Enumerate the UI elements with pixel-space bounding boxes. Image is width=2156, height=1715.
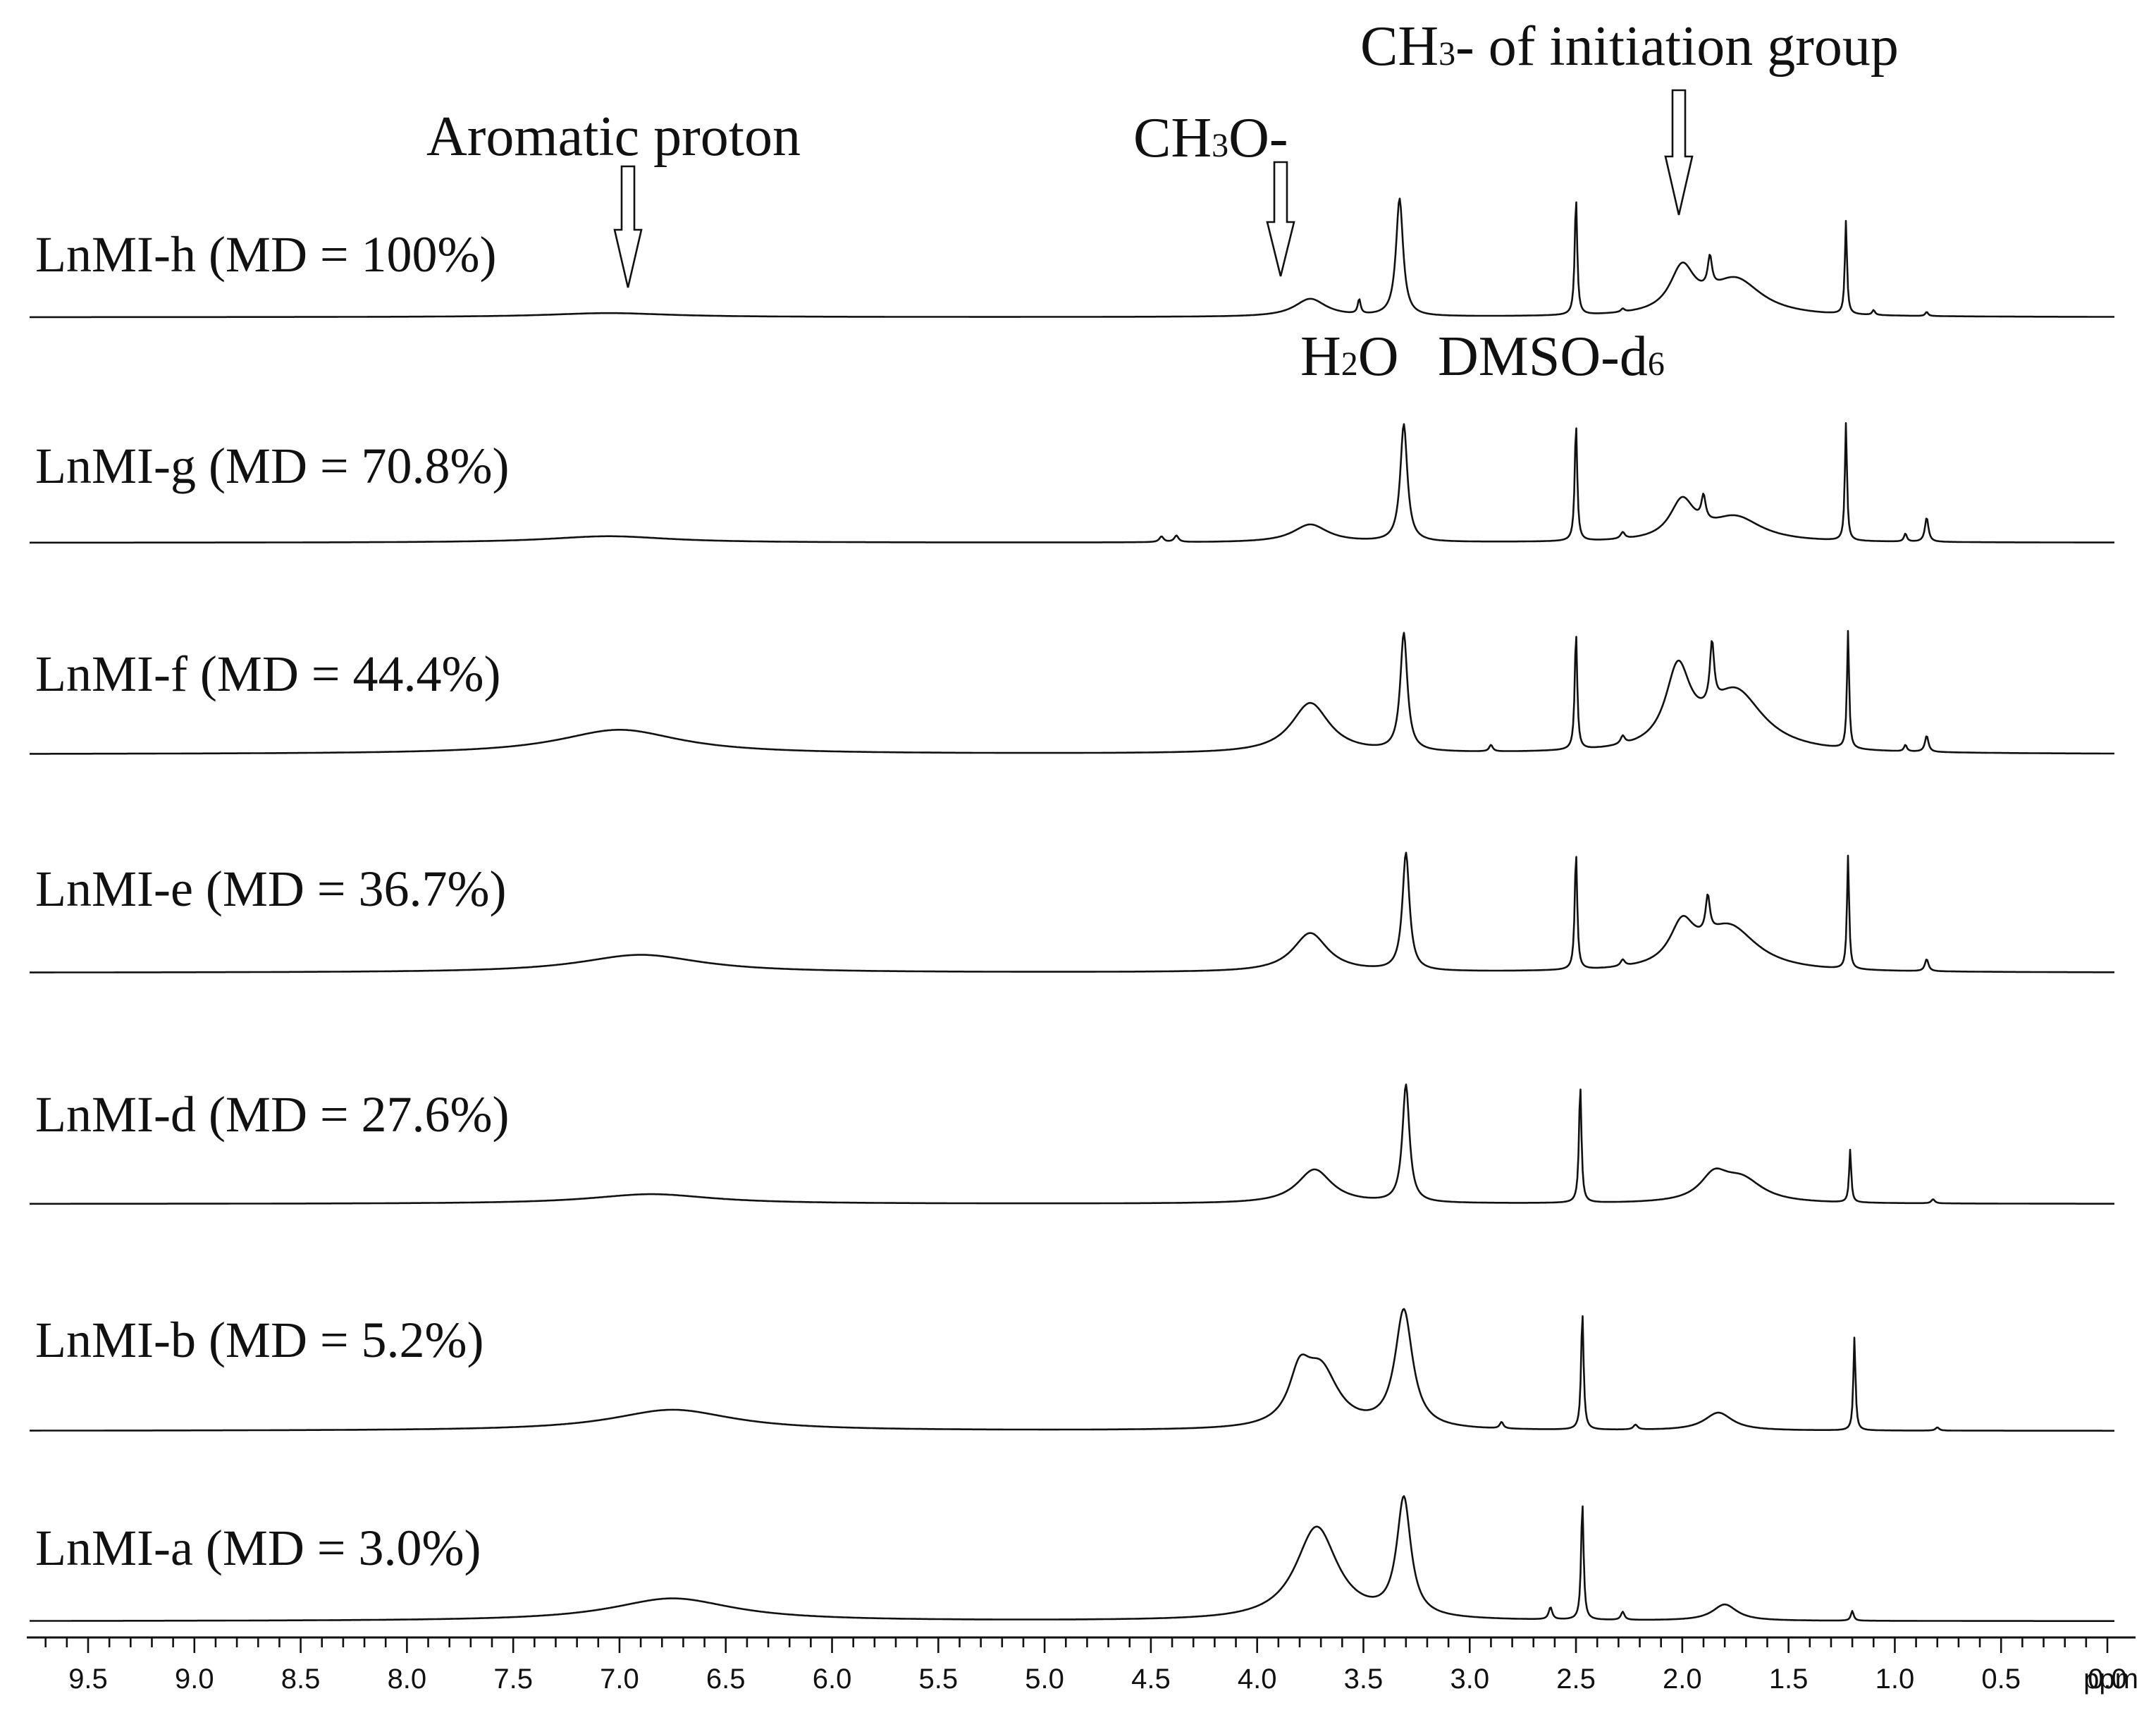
arrow-down-icon-aromatic xyxy=(613,165,643,288)
x-tick-label: 4.0 xyxy=(1238,1664,1277,1695)
x-axis-major-ticks xyxy=(87,1637,2109,1653)
series-label-lnmi-f: LnMI-f (MD = 44.4%) xyxy=(35,646,500,702)
x-tick-label: 3.0 xyxy=(1450,1664,1489,1695)
spectrum-trace-lnmi-a xyxy=(30,1495,2114,1622)
arrow-down-icon-methoxy xyxy=(1266,161,1295,277)
series-label-lnmi-d: LnMI-d (MD = 27.6%) xyxy=(35,1086,510,1143)
series-label-lnmi-e: LnMI-e (MD = 36.7%) xyxy=(35,861,506,917)
x-tick-label: 7.0 xyxy=(600,1664,639,1695)
x-tick-label: 9.5 xyxy=(68,1664,108,1695)
spectrum-trace-lnmi-e xyxy=(30,852,2114,973)
series-label-lnmi-g: LnMI-g (MD = 70.8%) xyxy=(35,438,510,494)
series-label-lnmi-b: LnMI-b (MD = 5.2%) xyxy=(35,1312,484,1368)
spectrum-trace-lnmi-d xyxy=(30,1083,2114,1205)
x-tick-label: 6.5 xyxy=(706,1664,746,1695)
x-axis-unit-label: ppm xyxy=(2083,1664,2138,1695)
x-tick-label: 0.0 xyxy=(2088,1664,2127,1695)
x-tick-label: 6.0 xyxy=(813,1664,852,1695)
series-labels: LnMI-h (MD = 100%) LnMI-g (MD = 70.8%) L… xyxy=(35,226,510,1576)
x-tick-label: 8.0 xyxy=(388,1664,427,1695)
x-tick-label: 1.5 xyxy=(1769,1664,1809,1695)
x-tick-label: 5.0 xyxy=(1025,1664,1064,1695)
x-axis-tick-labels: 9.5 9.0 8.5 8.0 7.5 7.0 6.5 6.0 5.5 5.0 … xyxy=(68,1664,2127,1695)
spectrum-trace-lnmi-b xyxy=(30,1308,2114,1432)
x-tick-label: 5.5 xyxy=(919,1664,959,1695)
annotation-methoxy: CH3O- xyxy=(1133,107,1288,169)
arrow-down-icon-initiation xyxy=(1664,89,1694,216)
spectrum-trace-lnmi-g xyxy=(30,422,2114,544)
x-axis: 9.5 9.0 8.5 8.0 7.5 7.0 6.5 6.0 5.5 5.0 … xyxy=(27,1636,2138,1695)
x-tick-label: 4.5 xyxy=(1131,1664,1171,1695)
x-tick-label: 1.0 xyxy=(1875,1664,1915,1695)
peak-annotations: Aromatic proton CH3O- CH3- of initiation… xyxy=(426,16,1899,388)
x-tick-label: 3.5 xyxy=(1344,1664,1384,1695)
series-label-lnmi-h: LnMI-h (MD = 100%) xyxy=(35,226,497,283)
x-tick-label: 7.5 xyxy=(493,1664,533,1695)
annotation-initiation-group: CH3- of initiation group xyxy=(1360,16,1899,78)
x-tick-label: 2.0 xyxy=(1663,1664,1702,1695)
x-tick-label: 2.5 xyxy=(1556,1664,1596,1695)
spectrum-trace-lnmi-h xyxy=(30,197,2114,319)
annotation-dmso: DMSO-d6 xyxy=(1438,326,1665,388)
spectrum-traces xyxy=(30,197,2114,1622)
annotation-water: H2O xyxy=(1300,326,1399,388)
x-tick-label: 0.5 xyxy=(1981,1664,2021,1695)
x-tick-label: 8.5 xyxy=(281,1664,321,1695)
series-label-lnmi-a: LnMI-a (MD = 3.0%) xyxy=(35,1520,481,1576)
x-axis-minor-ticks xyxy=(44,1637,2088,1647)
annotation-aromatic-proton: Aromatic proton xyxy=(426,106,801,168)
spectrum-trace-lnmi-f xyxy=(30,629,2114,755)
x-tick-label: 9.0 xyxy=(175,1664,214,1695)
